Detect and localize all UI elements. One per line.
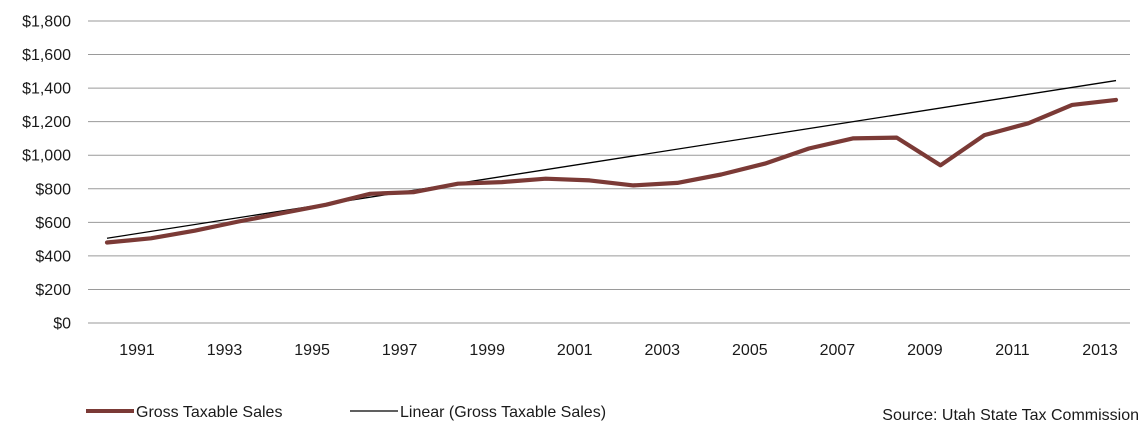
y-tick-label: $1,800 xyxy=(22,14,71,31)
y-tick-label: $1,000 xyxy=(22,148,71,165)
x-tick-label: 2003 xyxy=(644,342,680,359)
x-axis-tick-labels: 1991 1993 1995 1997 1999 2001 2003 2005 2007 2009… xyxy=(119,342,1118,359)
legend: Gross Taxable Sales Linear (Gross Taxabl… xyxy=(86,404,606,421)
legend-label-gross-taxable-sales: Gross Taxable Sales xyxy=(136,404,282,421)
x-tick-label: 2013 xyxy=(1082,342,1118,359)
x-tick-label: 2001 xyxy=(557,342,593,359)
x-tick-label: 2007 xyxy=(820,342,856,359)
y-tick-label: $1,400 xyxy=(22,81,71,98)
x-tick-label: 2011 xyxy=(995,342,1030,359)
y-axis-tick-labels: $0 $200 $400 $600 $800 $1,000 $1,200 $1,400 $1,6… xyxy=(22,14,71,333)
x-tick-label: 1999 xyxy=(469,342,505,359)
y-tick-label: $1,200 xyxy=(22,114,71,131)
legend-label-linear-trend: Linear (Gross Taxable Sales) xyxy=(400,404,606,421)
y-tick-label: $600 xyxy=(35,215,71,232)
source-note: Source: Utah State Tax Commission xyxy=(882,407,1139,424)
x-tick-label: 1993 xyxy=(207,342,243,359)
trend-line-linear xyxy=(106,79,1117,239)
x-tick-label: 2009 xyxy=(907,342,943,359)
y-tick-label: $800 xyxy=(35,181,71,198)
y-tick-label: $0 xyxy=(53,316,71,333)
y-tick-label: $200 xyxy=(35,282,71,299)
y-tick-label: $400 xyxy=(35,248,71,265)
x-tick-label: 1995 xyxy=(294,342,330,359)
series-line-gross-taxable-sales xyxy=(104,97,1119,245)
series-lines xyxy=(104,79,1119,245)
gridlines xyxy=(88,20,1130,324)
x-tick-label: 1991 xyxy=(119,342,155,359)
y-tick-label: $1,600 xyxy=(22,47,71,64)
x-tick-label: 2005 xyxy=(732,342,768,359)
x-tick-label: 1997 xyxy=(382,342,418,359)
